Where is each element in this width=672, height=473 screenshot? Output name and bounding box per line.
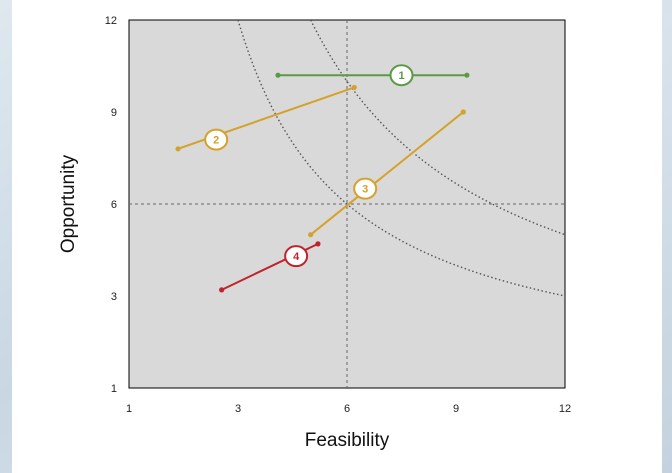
series-3-badge-label: 3 xyxy=(362,184,368,196)
series-4-badge-label: 4 xyxy=(293,251,300,263)
series-3-start-point xyxy=(308,232,314,238)
series-4-badge xyxy=(284,245,309,268)
series-1-end-point xyxy=(464,72,470,78)
series-4-start-point xyxy=(219,287,225,293)
series-2-badge-label: 2 xyxy=(213,135,219,147)
series-3-badge xyxy=(353,177,378,200)
x-tick-label: 9 xyxy=(453,403,459,415)
y-axis-title: Opportunity xyxy=(58,154,79,253)
series-1-start-point xyxy=(275,72,281,78)
y-tick-label: 6 xyxy=(111,199,117,211)
x-tick-label: 12 xyxy=(559,403,571,415)
y-tick-label: 9 xyxy=(111,107,117,119)
series-2-end-point xyxy=(351,84,357,91)
x-tick-label: 6 xyxy=(344,403,350,415)
x-axis-title: Feasibility xyxy=(305,430,390,451)
chart-card: 1 3 6 9 12 1 3 6 9 12 Feasibility Opportunity 1 2 3 4 xyxy=(12,0,662,473)
series-2-badge xyxy=(204,128,229,151)
x-tick-label: 1 xyxy=(126,403,132,415)
y-tick-label: 12 xyxy=(105,15,117,27)
y-tick-label: 1 xyxy=(111,383,117,395)
series-1-badge xyxy=(389,64,414,87)
series-3-line xyxy=(310,111,464,236)
x-tick-label: 3 xyxy=(235,403,241,415)
indifference-curve-2 xyxy=(310,20,565,236)
series-2-start-point xyxy=(175,146,181,152)
series-4-end-point xyxy=(315,241,321,247)
indifference-curve-1 xyxy=(237,20,565,297)
series-1-badge-label: 1 xyxy=(398,70,404,82)
y-tick-label: 3 xyxy=(111,291,117,303)
series-3-end-point xyxy=(460,109,466,115)
